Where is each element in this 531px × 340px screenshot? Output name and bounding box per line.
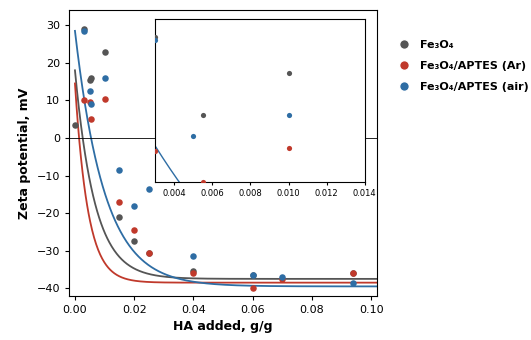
Point: [189, 269, 198, 274]
Point: [249, 272, 257, 278]
Point: [100, 49, 109, 54]
Point: [130, 227, 139, 233]
X-axis label: HA added, g/g: HA added, g/g: [173, 320, 273, 334]
Point: [71, 122, 79, 128]
Y-axis label: Zeta potential, mV: Zeta potential, mV: [18, 87, 31, 219]
Point: [80, 98, 88, 103]
Point: [100, 75, 109, 81]
Point: [87, 117, 96, 122]
Point: [278, 274, 287, 280]
Point: [189, 254, 198, 259]
Point: [115, 167, 124, 173]
Point: [349, 280, 357, 285]
Point: [100, 96, 109, 101]
Point: [145, 250, 153, 255]
Point: [130, 203, 139, 208]
Point: [87, 101, 96, 107]
Point: [130, 239, 139, 244]
Point: [349, 271, 357, 276]
Point: [80, 28, 88, 34]
Point: [85, 88, 94, 94]
Point: [278, 276, 287, 282]
Point: [85, 100, 94, 105]
Point: [349, 271, 357, 276]
Point: [145, 186, 153, 191]
Point: [87, 75, 96, 81]
Legend: Fe₃O₄, Fe₃O₄/APTES (Ar), Fe₃O₄/APTES (air): Fe₃O₄, Fe₃O₄/APTES (Ar), Fe₃O₄/APTES (ai…: [393, 39, 528, 92]
Point: [145, 250, 153, 255]
Point: [249, 286, 257, 291]
Point: [249, 272, 257, 278]
Point: [189, 271, 198, 276]
Point: [115, 214, 124, 220]
Point: [85, 77, 94, 82]
Point: [80, 26, 88, 32]
Point: [115, 199, 124, 205]
